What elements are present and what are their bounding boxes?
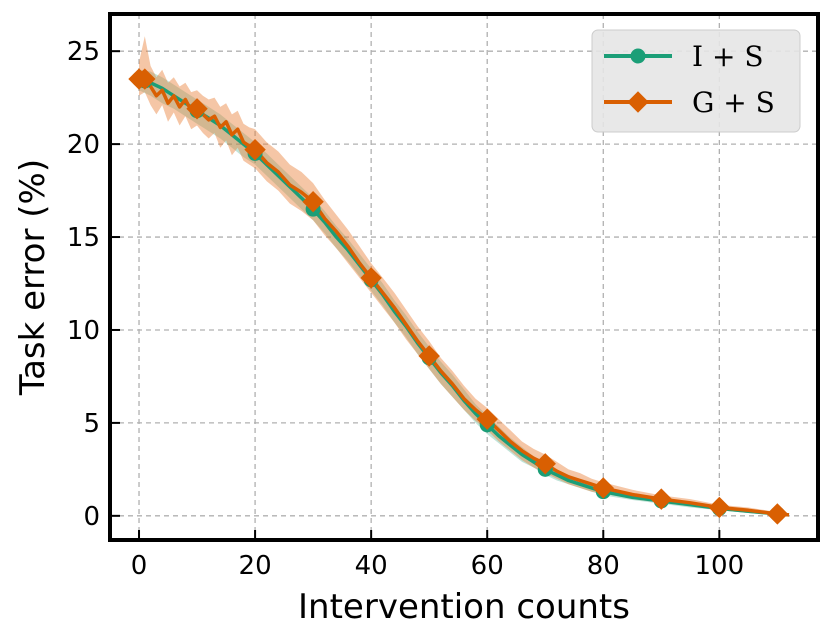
data-point — [134, 68, 156, 90]
y-tick-label: 15 — [67, 223, 100, 253]
legend-marker — [630, 48, 646, 64]
y-tick-label: 20 — [67, 130, 100, 160]
y-axis-label: Task error (%) — [13, 159, 53, 396]
y-tick-label: 5 — [83, 409, 100, 439]
data-point — [244, 138, 266, 161]
y-tick-label: 10 — [67, 316, 100, 346]
y-tick-label: 25 — [67, 37, 100, 67]
plot-frame — [108, 12, 820, 542]
data-point — [534, 453, 556, 475]
data-point — [476, 408, 498, 430]
data-point — [766, 503, 789, 525]
data-point — [186, 98, 208, 120]
data-point — [592, 477, 614, 499]
data-point — [708, 496, 731, 519]
x-tick-label: 60 — [471, 551, 504, 581]
legend-label: G + S — [692, 86, 775, 119]
x-axis-label: Intervention counts — [298, 587, 630, 627]
legend: I + S G + S — [591, 29, 801, 133]
axis-ticks: 0 20 40 60 80 100 0 5 10 15 20 25 — [67, 37, 744, 581]
legend-label: I + S — [692, 40, 764, 73]
x-tick-label: 80 — [587, 551, 620, 581]
x-tick-label: 100 — [695, 551, 745, 581]
x-tick-label: 0 — [131, 551, 148, 581]
data-point — [418, 345, 440, 367]
x-tick-label: 20 — [239, 551, 272, 581]
legend-marker — [627, 91, 649, 113]
series-markers — [128, 68, 789, 525]
x-tick-label: 40 — [355, 551, 388, 581]
data-point — [302, 191, 324, 213]
y-tick-label: 0 — [83, 502, 100, 532]
data-point — [650, 488, 673, 510]
data-point — [360, 267, 382, 289]
